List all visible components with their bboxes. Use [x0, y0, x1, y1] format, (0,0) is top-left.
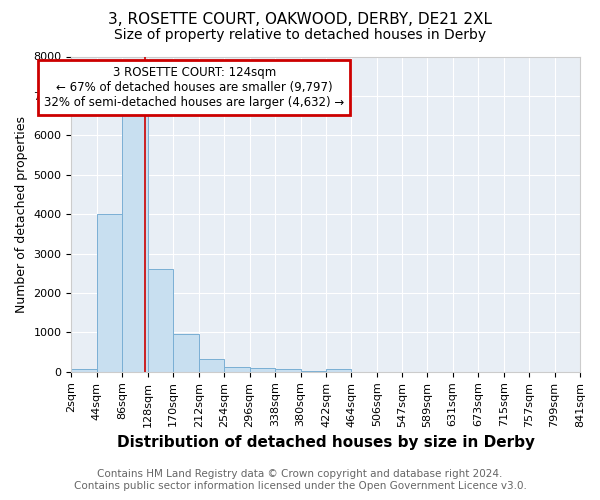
Bar — [275, 370, 301, 372]
Bar — [301, 370, 326, 372]
Text: 3 ROSETTE COURT: 124sqm
← 67% of detached houses are smaller (9,797)
32% of semi: 3 ROSETTE COURT: 124sqm ← 67% of detache… — [44, 66, 344, 110]
Text: 3, ROSETTE COURT, OAKWOOD, DERBY, DE21 2XL: 3, ROSETTE COURT, OAKWOOD, DERBY, DE21 2… — [108, 12, 492, 28]
Bar — [148, 270, 173, 372]
Bar — [224, 366, 250, 372]
Text: Contains HM Land Registry data © Crown copyright and database right 2024.
Contai: Contains HM Land Registry data © Crown c… — [74, 470, 526, 491]
Bar — [326, 370, 352, 372]
Y-axis label: Number of detached properties: Number of detached properties — [15, 116, 28, 312]
X-axis label: Distribution of detached houses by size in Derby: Distribution of detached houses by size … — [117, 435, 535, 450]
Bar — [173, 334, 199, 372]
Bar — [71, 368, 97, 372]
Bar — [199, 359, 224, 372]
Text: Size of property relative to detached houses in Derby: Size of property relative to detached ho… — [114, 28, 486, 42]
Bar — [250, 368, 275, 372]
Bar — [122, 112, 148, 372]
Bar — [97, 214, 122, 372]
